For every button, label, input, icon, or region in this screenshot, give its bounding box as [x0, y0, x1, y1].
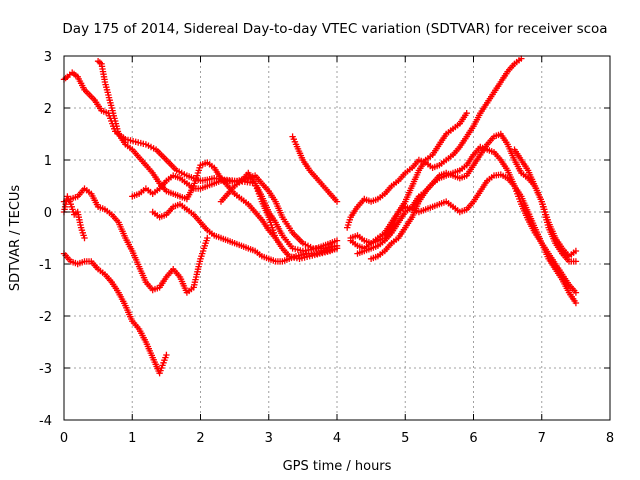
y-tick-label: 3: [44, 50, 52, 65]
series-arc-8: [217, 169, 279, 242]
x-tick-label: 8: [606, 431, 614, 446]
series-arc-3: [60, 250, 170, 377]
y-tick-label: -1: [39, 258, 52, 273]
series-markers: [60, 250, 170, 377]
series-arc-15: [511, 146, 580, 260]
x-axis-label: GPS time / hours: [283, 459, 392, 474]
x-tick-label: 4: [333, 431, 341, 446]
series-markers: [149, 201, 341, 265]
series-markers: [344, 55, 525, 231]
x-tick-labels: 0 1 2 3 4 5 6 7 8: [60, 431, 614, 446]
series-markers: [289, 133, 341, 205]
y-tick-label: 0: [44, 206, 52, 221]
x-tick-label: 7: [538, 431, 546, 446]
series-arc-10: [344, 55, 525, 231]
series-arc-9: [289, 133, 341, 205]
series-markers: [129, 172, 341, 252]
series-arc-13: [347, 171, 580, 307]
grid: [64, 56, 610, 420]
series-markers: [217, 169, 279, 242]
x-tick-label: 0: [60, 431, 68, 446]
series-layer: [60, 55, 580, 377]
x-tick-label: 3: [265, 431, 273, 446]
chart-title: Day 175 of 2014, Sidereal Day-to-day VTE…: [62, 21, 607, 37]
y-tick-label: 2: [44, 102, 52, 117]
series-markers: [60, 185, 211, 296]
series-markers: [511, 146, 580, 260]
series-arc-7: [149, 201, 341, 265]
axis-ticks: [63, 55, 611, 421]
y-tick-label: -3: [39, 362, 52, 377]
y-tick-labels: -4 -3 -2 -1 0 1 2 3: [39, 50, 52, 429]
y-tick-label: -2: [39, 310, 52, 325]
series-arc-2: [60, 185, 211, 296]
series-arc-5: [94, 58, 341, 262]
series-markers: [347, 171, 580, 307]
x-tick-label: 2: [196, 431, 204, 446]
series-markers: [94, 58, 341, 262]
x-tick-label: 5: [401, 431, 409, 446]
y-tick-label: 1: [44, 154, 52, 169]
y-axis-label: SDTVAR / TECUs: [8, 185, 23, 292]
series-arc-6: [129, 172, 341, 252]
y-tick-label: -4: [39, 414, 52, 429]
x-tick-label: 6: [469, 431, 477, 446]
x-tick-label: 1: [128, 431, 136, 446]
series-line: [63, 187, 209, 294]
